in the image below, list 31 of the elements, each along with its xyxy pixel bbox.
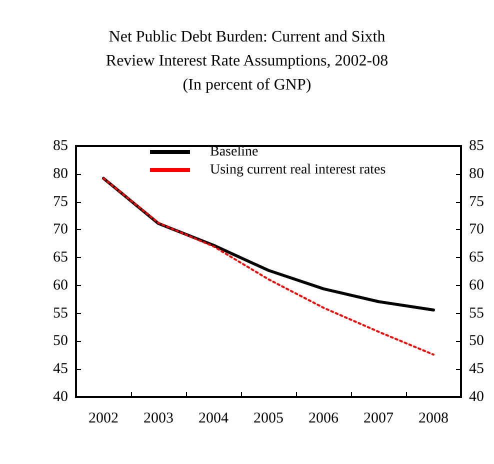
y-tick-label: 65	[53, 250, 68, 266]
x-tick-label: 2005	[254, 410, 284, 426]
y2-tick-label: 40	[469, 389, 484, 405]
chart-title: Net Public Debt Burden: Current and Sixth Review Interest Rate Assumptions, 2002-08 (In percent of GNP)	[106, 28, 388, 94]
x-tick-label: 2004	[198, 410, 229, 426]
y-tick-label: 40	[53, 389, 68, 405]
legend-label: Using current real interest rates	[210, 162, 386, 178]
x-tick-label: 2002	[88, 410, 118, 426]
y-tick-label: 75	[53, 194, 68, 210]
y2-tick-label: 80	[469, 166, 484, 182]
x-tick-label: 2006	[308, 410, 339, 426]
y2-tick-label: 65	[469, 250, 484, 266]
y2-tick-label: 70	[469, 222, 484, 238]
x-tick-label: 2008	[418, 410, 448, 426]
y-tick-label: 85	[53, 138, 68, 154]
y2-tick-label: 60	[469, 277, 484, 294]
y-tick-label: 55	[53, 305, 68, 322]
y-tick-label: 45	[53, 361, 68, 378]
x-tick-label: 2003	[144, 410, 174, 426]
y2-tick-label: 75	[469, 194, 484, 210]
legend-label: Baseline	[210, 144, 258, 160]
x-tick-label: 2007	[364, 410, 394, 426]
y2-tick-label: 45	[469, 361, 484, 378]
y2-tick-label: 85	[469, 138, 484, 154]
y2-tick-label: 50	[469, 333, 484, 350]
y-tick-label: 60	[53, 277, 68, 294]
line-series	[102, 177, 434, 356]
y-tick-label: 50	[53, 333, 68, 350]
y2-tick-label: 55	[469, 305, 484, 322]
y-tick-label: 80	[53, 166, 68, 182]
y-tick-label: 70	[53, 222, 68, 238]
